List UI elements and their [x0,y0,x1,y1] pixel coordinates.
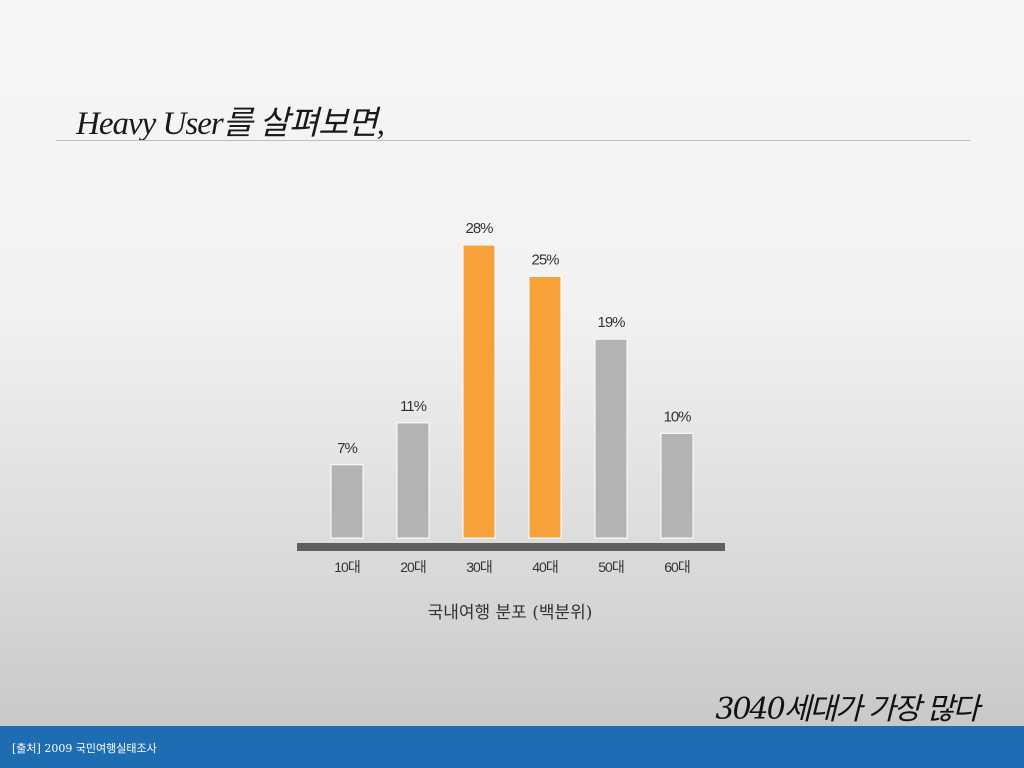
bar-30대 [462,244,496,539]
category-label: 20대 [400,559,426,575]
bar-50대 [594,338,628,539]
category-label: 50대 [598,559,624,575]
footer-bar: [출처] 2009 국민여행실태조사 [0,726,1024,768]
category-label: 10대 [334,559,360,575]
bar-value-label: 11% [400,398,427,415]
category-label: 30대 [466,559,492,575]
bar-value-label: 28% [465,220,493,237]
bar-value-label: 7% [337,440,357,457]
bar-40대 [528,275,562,539]
bar-value-label: 25% [531,251,559,268]
category-label: 60대 [664,559,690,575]
slide-title: Heavy User를 살펴보면, [76,106,385,142]
bars-group [330,244,694,539]
bar-chart: 7% 11% 28% 25% 19% 10% 10대 20대 30대 40대 50대 60대 [297,220,725,575]
bar-value-label: 10% [663,408,691,425]
category-labels-group: 10대 20대 30대 40대 50대 60대 [334,559,691,575]
category-label: 40대 [532,559,558,575]
chart-caption: 국내여행 분포 (백분위) [427,603,593,623]
bar-value-label: 19% [597,314,625,331]
title-divider [56,140,970,141]
value-labels-group: 7% 11% 28% 25% 19% 10% [337,220,692,457]
bar-60대 [660,432,694,539]
source-citation: [출처] 2009 국민여행실태조사 [12,742,157,755]
bar-20대 [396,422,430,539]
chart-baseline [297,543,725,551]
bar-10대 [330,464,364,539]
conclusion-text: 3040세대가 가장 많다 [715,692,980,727]
